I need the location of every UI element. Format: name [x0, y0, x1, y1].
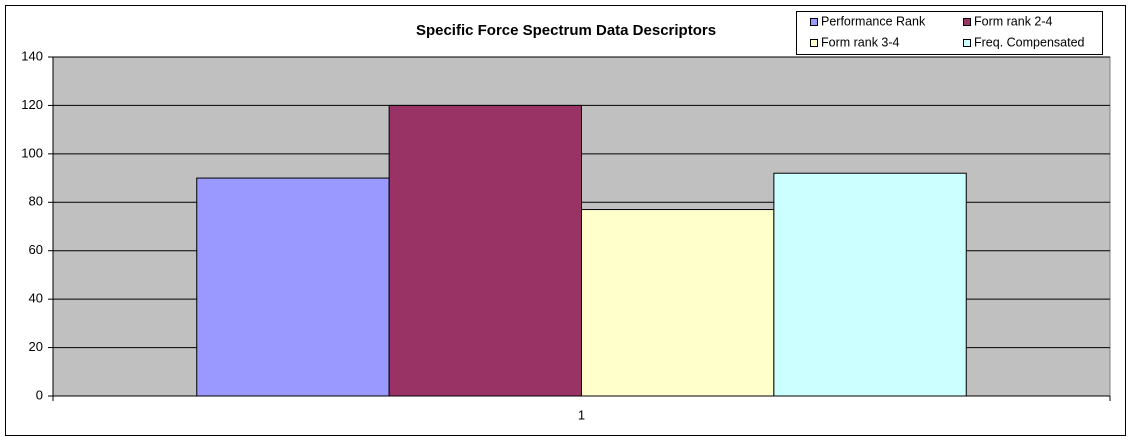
bar	[773, 172, 967, 397]
chart-title: Specific Force Spectrum Data Descriptors	[416, 22, 716, 39]
legend-label: Form rank 3-4	[821, 35, 900, 49]
bar	[388, 104, 582, 397]
legend-label: Freq. Compensated	[974, 35, 1085, 49]
legend-swatch	[963, 39, 971, 47]
y-tick-label: 120	[21, 97, 43, 112]
bar	[196, 177, 390, 397]
legend-label: Performance Rank	[821, 14, 926, 28]
y-tick-label: 100	[21, 145, 43, 160]
legend: Performance Rank Form rank 2-4 Form rank 3…	[796, 11, 1103, 55]
legend-label: Form rank 2-4	[974, 14, 1053, 28]
bar	[581, 209, 775, 397]
legend-swatch	[810, 18, 818, 26]
legend-swatch	[963, 18, 971, 26]
x-tick-label: 1	[578, 407, 585, 422]
y-tick-label: 140	[21, 48, 43, 63]
y-tick-label: 80	[29, 194, 43, 209]
legend-box	[796, 11, 1103, 55]
y-tick-label: 0	[36, 387, 43, 402]
y-tick-label: 20	[29, 339, 43, 354]
y-tick-label: 60	[29, 242, 43, 257]
legend-swatch	[810, 39, 818, 47]
y-tick-label: 40	[29, 291, 43, 306]
